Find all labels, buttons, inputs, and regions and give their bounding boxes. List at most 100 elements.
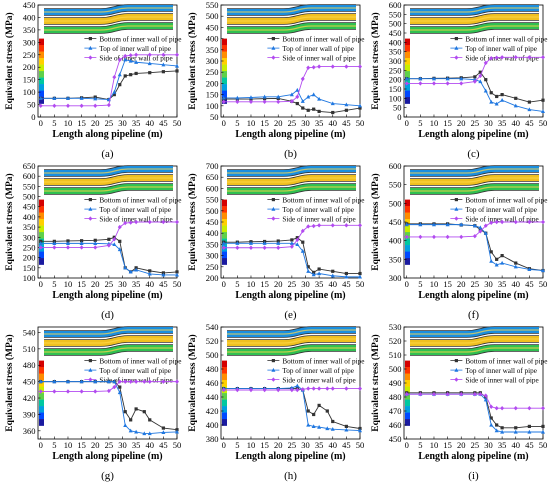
data-point-marker — [118, 239, 122, 243]
data-point-marker — [478, 73, 483, 79]
data-point-marker — [123, 410, 127, 414]
data-point-marker — [117, 390, 122, 395]
x-tick-label: 10 — [430, 279, 439, 289]
x-tick-label: 10 — [64, 279, 73, 289]
data-point-marker — [431, 392, 436, 397]
y-tick-label: 700 — [206, 161, 219, 171]
data-point-marker — [495, 94, 499, 99]
data-point-marker — [295, 237, 300, 243]
x-tick-label: 20 — [457, 440, 466, 450]
data-point-marker — [118, 83, 122, 87]
y-tick-label: 400 — [206, 420, 219, 430]
data-point-marker — [513, 219, 518, 225]
pipe-highlight — [410, 186, 539, 192]
colorbar-swatch — [222, 380, 227, 387]
x-tick-label: 15 — [77, 279, 86, 289]
data-point-marker — [331, 269, 335, 273]
data-point-marker — [325, 409, 329, 413]
legend: Bottom of inner wall of pipe Top of inner… — [84, 357, 181, 384]
y-tick-label: 150 — [23, 263, 36, 273]
x-tick-label: 30 — [484, 118, 493, 128]
data-point-marker — [527, 267, 532, 272]
colorbar-swatch — [39, 373, 44, 381]
y-tick-label: 450 — [206, 217, 219, 227]
colorbar-swatch — [222, 199, 227, 207]
data-point-marker — [317, 64, 322, 69]
pipe-highlight — [44, 177, 173, 183]
chart-panel: Bottom of inner wall of pipe Top of inner… — [4, 326, 181, 482]
x-tick-label: 15 — [260, 279, 269, 289]
data-point-marker — [93, 96, 98, 101]
y-tick-label: 510 — [23, 344, 36, 354]
colorbar-swatch — [222, 373, 227, 381]
y-tick-label: 480 — [23, 360, 36, 370]
data-point-marker — [489, 259, 494, 263]
x-tick-label: 5 — [235, 279, 239, 289]
x-tick-label: 50 — [173, 118, 182, 128]
data-point-marker — [235, 241, 240, 245]
colorbar-swatch — [405, 77, 410, 85]
colorbar-swatch — [405, 360, 410, 368]
data-point-marker — [128, 269, 133, 274]
x-tick-label: 5 — [52, 279, 56, 289]
data-point-marker — [472, 223, 477, 228]
panel-label: (d) — [101, 309, 114, 321]
y-tick-label: 250 — [23, 50, 36, 60]
data-point-marker — [494, 428, 499, 433]
x-tick-label: 50 — [356, 118, 365, 128]
data-point-marker — [271, 198, 275, 202]
y-tick-label: 400 — [23, 212, 36, 222]
y-tick-label: 470 — [389, 406, 402, 416]
data-point-marker — [527, 219, 532, 225]
x-tick-label: 5 — [418, 440, 422, 450]
data-point-marker — [123, 423, 128, 427]
x-tick-label: 20 — [91, 118, 100, 128]
data-point-marker — [52, 103, 57, 108]
colorbar-swatch — [405, 206, 410, 213]
x-tick-label: 5 — [52, 118, 56, 128]
x-tick-label: 50 — [173, 279, 182, 289]
y-tick-label: 400 — [389, 37, 402, 47]
pipe-model-illustration — [410, 165, 539, 195]
data-point-marker — [128, 428, 133, 433]
data-point-marker — [344, 424, 348, 428]
data-point-marker — [478, 79, 483, 84]
data-point-marker — [311, 223, 316, 229]
y-axis-label: Equivalent stress (MPa) — [187, 173, 198, 270]
data-point-marker — [330, 427, 335, 431]
x-tick-label: 0 — [222, 279, 226, 289]
y-tick-label: 440 — [206, 392, 219, 402]
x-tick-label: 20 — [274, 279, 283, 289]
colorbar-swatch — [405, 245, 410, 252]
data-point-marker — [106, 102, 111, 108]
data-point-marker — [500, 426, 504, 430]
x-tick-label: 15 — [260, 440, 269, 450]
colorbar-swatch — [39, 90, 44, 98]
data-point-marker — [404, 392, 409, 397]
data-point-marker — [418, 81, 423, 86]
data-point-marker — [134, 407, 138, 411]
data-point-marker — [331, 110, 335, 115]
data-point-marker — [317, 109, 321, 113]
colorbar — [39, 360, 44, 426]
colorbar-swatch — [39, 45, 44, 52]
data-point-marker — [123, 53, 128, 59]
data-point-marker — [312, 107, 316, 111]
y-tick-label: 600 — [23, 171, 36, 181]
data-point-marker — [65, 379, 70, 384]
pipe-highlight — [410, 7, 539, 13]
colorbar-swatch — [222, 38, 227, 46]
x-tick-label: 0 — [405, 440, 409, 450]
data-point-marker — [148, 71, 152, 75]
x-tick-label: 30 — [118, 279, 127, 289]
data-point-marker — [142, 379, 147, 384]
data-point-marker — [221, 99, 226, 104]
y-tick-label: 550 — [206, 0, 219, 10]
data-point-marker — [431, 234, 436, 240]
x-tick-label: 45 — [525, 440, 534, 450]
y-tick-label: 600 — [389, 0, 402, 10]
y-tick-label: 510 — [389, 350, 402, 360]
x-tick-label: 45 — [525, 118, 534, 128]
legend-entry: Bottom of inner wall of pipe — [465, 35, 547, 43]
legend-entry: Side of inner wall of pipe — [465, 376, 538, 384]
